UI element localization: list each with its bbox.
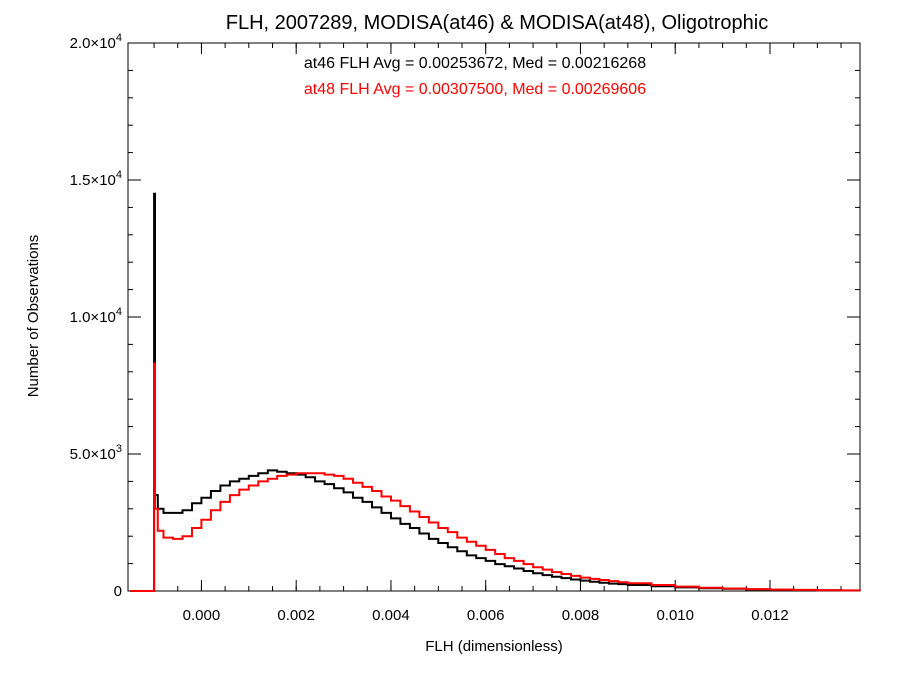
x-tick-label: 0.006 — [467, 607, 505, 624]
y-axis: 0 5.0×103 1.0×104 1.5×104 2.0×104 — [70, 32, 860, 600]
x-tick-label: 0.000 — [183, 607, 221, 624]
y-tick-label: 2.0×104 — [70, 32, 122, 52]
x-tick-label: 0.008 — [562, 607, 600, 624]
x-axis-label: FLH (dimensionless) — [425, 638, 563, 655]
annotation-at48: at48 FLH Avg = 0.00307500, Med = 0.00269… — [304, 81, 646, 98]
x-tick-label: 0.002 — [277, 607, 315, 624]
y-tick-label: 0 — [114, 583, 122, 600]
y-tick-label: 1.0×104 — [70, 306, 122, 326]
annotation-at46: at46 FLH Avg = 0.00253672, Med = 0.00216… — [304, 55, 646, 72]
chart-title: FLH, 2007289, MODISA(at46) & MODISA(at48… — [226, 12, 768, 34]
x-axis: 0.000 0.002 0.004 0.006 0.008 0.010 0.012 — [153, 43, 842, 624]
y-tick-label: 1.5×104 — [70, 169, 122, 189]
series-line-at46 — [130, 192, 861, 592]
x-tick-label: 0.012 — [751, 607, 789, 624]
x-tick-label: 0.010 — [656, 607, 694, 624]
series-line-at48 — [130, 362, 861, 592]
y-axis-label: Number of Observations — [25, 235, 42, 398]
y-tick-label: 5.0×103 — [70, 443, 122, 463]
plot-frame — [127, 42, 861, 592]
series-layer — [130, 192, 861, 592]
x-tick-label: 0.004 — [372, 607, 410, 624]
